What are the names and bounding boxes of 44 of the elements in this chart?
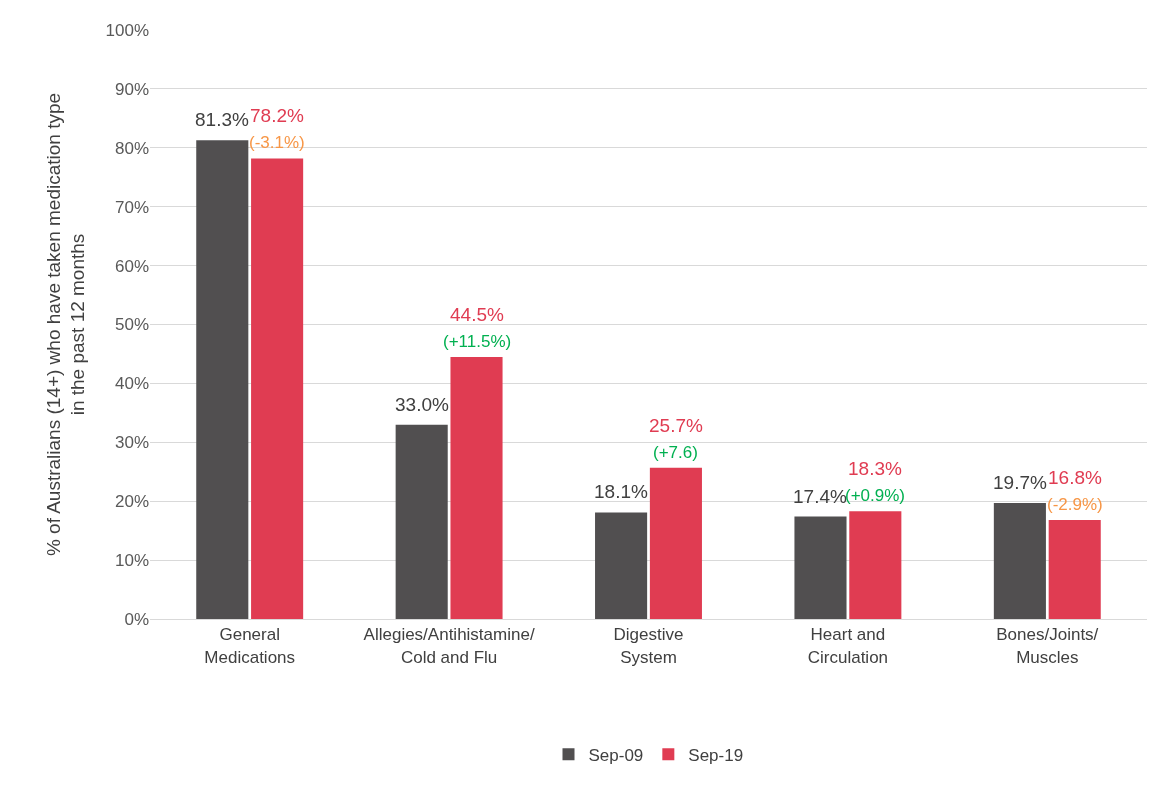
data-label: 19.7% — [993, 472, 1047, 493]
legend-label: Sep-09 — [588, 745, 644, 765]
legend-label: Sep-19 — [688, 745, 744, 765]
bar — [595, 512, 648, 619]
x-tick-label: General Medications — [204, 625, 296, 667]
y-tick-label: 90% — [114, 79, 149, 99]
x-tick-label: Digestive System — [613, 625, 684, 667]
y-tick-label: 80% — [114, 138, 149, 158]
bar — [196, 140, 249, 619]
data-label: 44.5% — [450, 304, 504, 325]
data-label: 18.1% — [594, 481, 648, 502]
annotation: (-2.9%) — [1047, 495, 1103, 514]
y-axis-title: % of Australians (14+) who have taken medication type in the past 12 months — [42, 92, 89, 557]
x-tick-label: Allegies/Antihistamine/ Cold and Flu — [363, 625, 535, 667]
bar — [1048, 520, 1101, 619]
x-tick-label: Heart and Circulation — [807, 625, 889, 667]
x-tick-label: Bones/Joints/ Muscles — [996, 625, 1099, 667]
data-label: 18.3% — [848, 458, 902, 479]
y-tick-label: 0% — [124, 609, 149, 629]
data-label: 25.7% — [649, 415, 703, 436]
y-tick-label: 20% — [114, 492, 149, 512]
y-tick-label: 40% — [114, 374, 149, 394]
y-tick-label: 100% — [105, 20, 149, 40]
bar — [993, 502, 1046, 619]
y-tick-label: 10% — [114, 551, 149, 571]
annotation: (-3.1%) — [249, 133, 305, 152]
y-tick-label: 60% — [114, 256, 149, 276]
bar — [251, 158, 304, 619]
bar — [649, 467, 702, 619]
data-label: 16.8% — [1048, 467, 1102, 488]
annotation: (+7.6) — [653, 443, 698, 462]
y-tick-label: 30% — [114, 433, 149, 453]
bar — [849, 511, 902, 619]
annotation: (+0.9%) — [845, 486, 905, 505]
data-label: 33.0% — [395, 394, 449, 415]
y-tick-label: 50% — [114, 315, 149, 335]
bar — [794, 516, 847, 619]
data-label: 78.2% — [250, 105, 304, 126]
bar — [395, 424, 448, 619]
bar — [450, 356, 503, 619]
data-label: 81.3% — [195, 109, 249, 130]
y-tick-label: 70% — [114, 197, 149, 217]
data-label: 17.4% — [793, 486, 847, 507]
annotation: (+11.5%) — [443, 332, 512, 351]
